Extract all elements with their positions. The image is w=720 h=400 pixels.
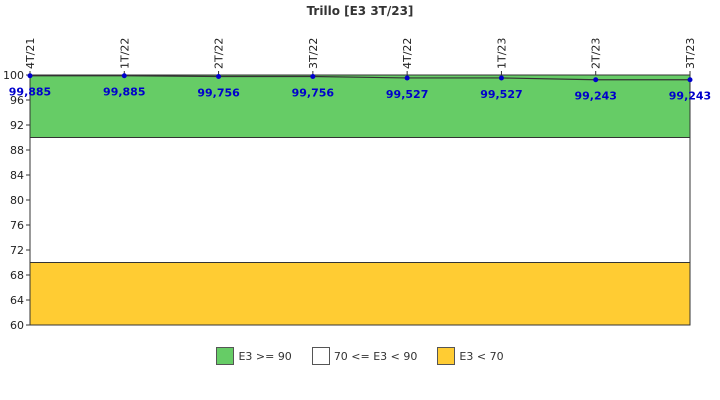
chart-svg: Trillo [E3 3T/23] 60 64 68 72 76 80 84 88 92 96 10… [3, 4, 711, 332]
threshold-bands [29, 74, 691, 326]
data-point [687, 77, 693, 83]
data-label: 99,527 [386, 88, 428, 101]
y-tick-label: 84 [10, 169, 24, 182]
legend-item-yellow: E3 < 70 [437, 347, 504, 365]
legend-item-white: 70 <= E3 < 90 [311, 347, 418, 365]
x-tick-label: 3T/22 [307, 38, 320, 69]
data-point [498, 75, 504, 81]
legend-label-yellow: E3 < 70 [459, 349, 504, 363]
y-tick-label: 76 [10, 219, 24, 232]
legend-swatch-green [216, 347, 235, 365]
y-tick-label: 92 [10, 119, 24, 132]
x-tick-label: 3T/23 [684, 38, 697, 69]
band-2 [29, 262, 691, 326]
data-point [310, 74, 316, 80]
data-label: 99,756 [197, 87, 240, 100]
band-1 [29, 137, 691, 263]
x-tick-label: 2T/22 [213, 38, 226, 69]
data-label: 99,527 [480, 88, 522, 101]
chart-legend: E3 >= 90 70 <= E3 < 90 E3 < 70 [0, 344, 720, 368]
y-tick-label: 96 [10, 94, 24, 107]
band-0 [29, 74, 691, 138]
data-label-layer: 99,885 99,885 99,756 99,756 99,527 99,527 99,2… [9, 86, 711, 103]
chart-title: Trillo [E3 3T/23] [307, 4, 414, 18]
data-point [593, 77, 599, 83]
series-line [30, 75, 690, 81]
series-line-layer [27, 73, 693, 83]
legend-label-green: E3 >= 90 [238, 349, 292, 363]
x-tick-label: 4T/22 [401, 38, 414, 69]
legend-item-green: E3 >= 90 [216, 347, 292, 365]
legend-swatch-yellow [437, 347, 456, 365]
x-tick-label: 1T/22 [118, 38, 131, 69]
legend-swatch-white [311, 347, 330, 365]
data-label: 99,243 [574, 90, 616, 103]
y-tick-label: 88 [10, 144, 24, 157]
y-tick-label: 60 [10, 319, 24, 332]
data-label: 99,885 [103, 86, 145, 99]
y-tick-label: 64 [10, 294, 24, 307]
data-point [27, 73, 33, 79]
data-label: 99,885 [9, 86, 51, 99]
y-tick-label: 72 [10, 244, 24, 257]
data-point [216, 74, 222, 80]
x-tick-label: 2T/23 [590, 38, 603, 69]
data-label: 99,756 [292, 87, 335, 100]
data-point [121, 73, 127, 79]
y-tick-label: 80 [10, 194, 24, 207]
y-tick-label: 100 [3, 69, 24, 82]
x-tick-label: 4T/21 [24, 38, 37, 69]
data-point [404, 75, 410, 81]
y-tick-label: 68 [10, 269, 24, 282]
x-tick-label: 1T/23 [495, 38, 508, 69]
data-label: 99,243 [669, 90, 711, 103]
legend-label-white: 70 <= E3 < 90 [333, 349, 418, 363]
